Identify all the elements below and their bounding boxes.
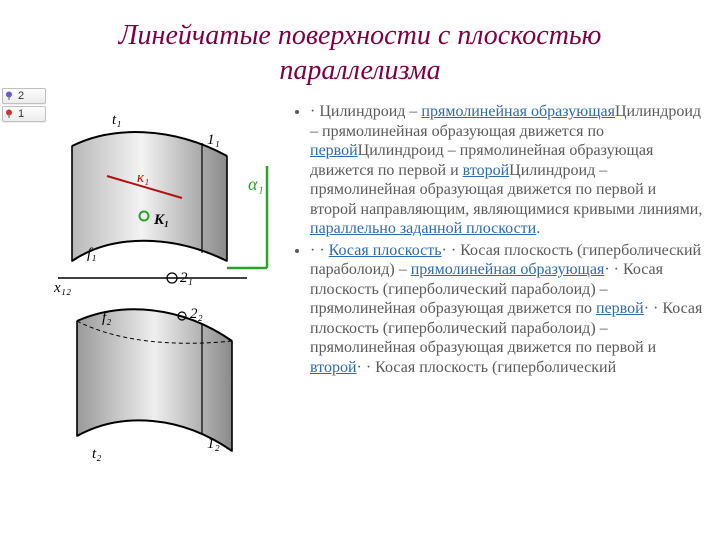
link-first-2[interactable]: первой bbox=[596, 300, 644, 317]
pushpin-icon bbox=[5, 109, 15, 119]
annotation-tags: 2 1 bbox=[2, 88, 46, 124]
link-generatrix[interactable]: прямолинейная образующая bbox=[421, 103, 615, 120]
label-K1: K₁ bbox=[153, 212, 169, 228]
label-k1: к₁ bbox=[137, 170, 149, 186]
link-second[interactable]: второй bbox=[463, 162, 510, 179]
body-text: · Цилиндроид – прямолинейная образующаяЦ… bbox=[282, 102, 706, 511]
label-t1: t₁ bbox=[112, 112, 121, 128]
link-generatrix-2[interactable]: прямолинейная образующая bbox=[411, 261, 605, 278]
label-f1: f₁ bbox=[87, 246, 96, 262]
slide-body: к₁ K₁ α₁ x₁₂ 2₁ bbox=[0, 96, 720, 511]
pushpin-icon bbox=[5, 91, 15, 101]
b2-prefix: · · bbox=[310, 242, 329, 259]
label-x12: x₁₂ bbox=[53, 280, 71, 296]
b2-s4: · · Косая плоскость (гиперболический bbox=[357, 359, 617, 376]
label-2-2: 2₂ bbox=[190, 306, 203, 322]
link-first[interactable]: первой bbox=[310, 142, 358, 159]
b1-end: . bbox=[536, 220, 540, 237]
label-alpha: α₁ bbox=[248, 174, 264, 194]
tag-number: 2 bbox=[18, 90, 24, 102]
annotation-tag-2[interactable]: 2 bbox=[2, 88, 46, 104]
label-t2: t₂ bbox=[92, 446, 101, 462]
slide: 2 1 Линейчатые поверхности с плоскостью … bbox=[0, 0, 720, 540]
geometry-figure: к₁ K₁ α₁ x₁₂ 2₁ bbox=[52, 102, 282, 511]
link-second-2[interactable]: второй bbox=[310, 359, 357, 376]
link-parallel-plane[interactable]: параллельно заданной плоскости bbox=[310, 220, 536, 237]
label-f2: f₂ bbox=[102, 310, 111, 326]
lower-surface bbox=[77, 309, 232, 451]
tag-number: 1 bbox=[18, 108, 24, 120]
b1-prefix: · Цилиндроид – bbox=[310, 103, 421, 120]
label-1-2: 1₂ bbox=[207, 436, 220, 452]
label-1-1: 1₁ bbox=[207, 132, 220, 148]
slide-title: Линейчатые поверхности с плоскостью пара… bbox=[0, 0, 720, 96]
label-2-1: 2₁ bbox=[180, 270, 193, 286]
link-oblique-plane[interactable]: Косая плоскость bbox=[329, 242, 442, 259]
bullet-1: · Цилиндроид – прямолинейная образующаяЦ… bbox=[310, 102, 706, 239]
bullet-2: · · Косая плоскость · · Косая плоскость (… bbox=[310, 241, 706, 378]
annotation-tag-1[interactable]: 1 bbox=[2, 106, 46, 122]
